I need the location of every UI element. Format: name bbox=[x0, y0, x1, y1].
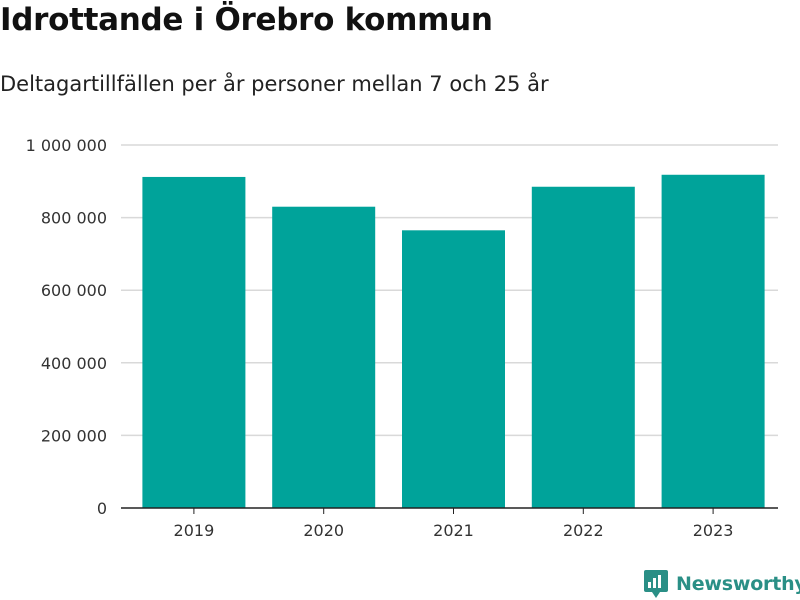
x-tick-label: 2023 bbox=[693, 521, 734, 540]
bar-2020 bbox=[272, 206, 376, 508]
bar-2023 bbox=[661, 174, 765, 509]
y-tick-label: 600 000 bbox=[41, 281, 107, 300]
bar-2022 bbox=[531, 186, 635, 508]
bar-chart: 0 200 000 400 000 600 000 800 000 1 000 000 2… bbox=[26, 136, 778, 540]
y-tick-label: 400 000 bbox=[41, 354, 107, 373]
y-tick-label: 200 000 bbox=[41, 426, 107, 445]
x-tick-label: 2021 bbox=[433, 521, 474, 540]
chart-title: Idrottande i Örebro kommun bbox=[0, 2, 493, 38]
x-axis: 2019 2020 2021 2022 2023 bbox=[121, 507, 778, 540]
x-tick-label: 2022 bbox=[563, 521, 604, 540]
y-tick-label: 0 bbox=[97, 499, 107, 518]
x-tick-label: 2019 bbox=[174, 521, 215, 540]
brand-name: Newsworthy bbox=[676, 573, 800, 595]
chart-subtitle: Deltagartillfällen per år personer mella… bbox=[0, 72, 549, 96]
newsworthy-logo[interactable]: Newsworthy bbox=[644, 569, 800, 599]
bars bbox=[142, 174, 765, 509]
newsworthy-logo-icon bbox=[644, 570, 668, 598]
x-tick-label: 2020 bbox=[303, 521, 344, 540]
y-tick-label: 1 000 000 bbox=[26, 136, 107, 155]
bar-2019 bbox=[142, 176, 246, 508]
bar-2021 bbox=[402, 230, 505, 508]
y-axis-ticks: 0 200 000 400 000 600 000 800 000 1 000 000 bbox=[26, 136, 107, 518]
y-tick-label: 800 000 bbox=[41, 209, 107, 228]
